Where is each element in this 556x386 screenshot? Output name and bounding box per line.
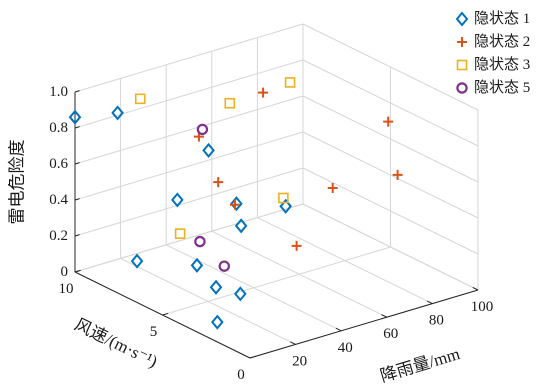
legend-marker-diamond	[455, 11, 469, 27]
side-wall-grid-line	[302, 203, 479, 291]
point-series-1-11	[234, 286, 247, 302]
z-tick	[74, 90, 80, 93]
floor-grid-line	[162, 246, 391, 316]
rain-tick	[381, 314, 388, 318]
legend-marker-square	[456, 59, 468, 71]
point-series-1-9	[190, 257, 204, 273]
z-tick-label: 1.0	[49, 84, 68, 100]
rain-tick-label: 80	[429, 313, 444, 329]
rain-tick	[472, 286, 479, 291]
legend-item-3: 隐状态 3	[456, 56, 530, 73]
rain-axis-line	[249, 289, 479, 359]
back-wall-grid-line	[74, 95, 304, 165]
point-series-2-4	[229, 199, 240, 210]
rain-tick-label: 100	[471, 299, 494, 315]
z-tick	[74, 270, 80, 273]
legend-label: 隐状态 1	[474, 10, 530, 27]
wind-axis-label: 风速/(m·s⁻¹)	[72, 315, 161, 371]
z-tick	[74, 234, 80, 237]
point-series-1-5	[230, 196, 243, 212]
point-series-3-1	[284, 77, 296, 88]
grid	[74, 23, 479, 359]
side-wall-grid-line	[302, 23, 479, 111]
rain-tick-label: 20	[292, 353, 307, 369]
rain-tick	[290, 341, 296, 345]
wind-tick	[162, 312, 169, 316]
side-wall-grid-line	[302, 131, 479, 219]
axes	[74, 90, 479, 359]
point-series-2-3	[213, 177, 224, 188]
rain-tick	[426, 300, 433, 305]
legend-item-1: 隐状态 1	[455, 10, 530, 27]
rain-tick-label: 60	[383, 326, 398, 342]
point-series-1-2	[111, 105, 124, 121]
legend-label: 隐状态 5	[474, 79, 530, 96]
rain-tick-label: 40	[338, 340, 353, 356]
data-points	[68, 77, 403, 330]
floor-grid-line	[165, 244, 342, 332]
z-tick-label: 0.6	[49, 156, 68, 172]
point-series-2-6	[392, 169, 403, 180]
z-tick	[74, 198, 80, 201]
z-axis-label: 雷电危险度	[8, 140, 27, 225]
wind-tick-label: 5	[150, 324, 158, 340]
floor-grid-line	[120, 257, 296, 345]
legend-label: 隐状态 3	[474, 56, 530, 73]
z-tick	[74, 126, 80, 129]
side-wall-grid-line	[302, 95, 479, 183]
legend-item-2: 隐状态 2	[457, 33, 530, 50]
legend-item-4: 隐状态 5	[456, 79, 530, 96]
legend-label: 隐状态 2	[474, 33, 530, 50]
side-wall-grid-line	[302, 59, 479, 147]
back-wall-grid-line	[74, 167, 304, 237]
point-series-1-1	[68, 109, 82, 125]
z-tick	[74, 162, 80, 165]
rain-axis-label: 降雨量/mm	[378, 344, 462, 386]
point-series-1-7	[279, 198, 292, 214]
point-series-1-4	[171, 192, 184, 208]
back-wall-grid-line	[74, 131, 304, 201]
legend: 隐状态 1 隐状态 2 隐状态 3 隐状态 5	[455, 10, 530, 96]
rain-tick	[335, 327, 342, 332]
point-series-4-1	[196, 123, 209, 136]
point-series-1-8	[130, 253, 144, 269]
point-series-4-3	[218, 260, 230, 272]
z-tick-label: 0.4	[49, 192, 68, 208]
wind-tick	[249, 355, 256, 359]
z-tick-label: 0.8	[49, 120, 68, 136]
floor-grid-line	[211, 230, 388, 318]
point-series-2-5	[383, 116, 394, 127]
back-wall-grid-line	[74, 59, 304, 129]
z-tick-label: 0	[61, 264, 69, 280]
point-series-1-6	[234, 218, 248, 234]
point-series-1-12	[211, 314, 224, 330]
point-series-2-7	[327, 183, 338, 194]
point-series-3-5	[174, 228, 186, 239]
wind-tick-label: 10	[59, 281, 74, 297]
z-tick-label: 0.2	[49, 228, 68, 244]
point-series-4-2	[194, 235, 206, 248]
legend-marker-circle	[456, 82, 468, 94]
point-series-1-3	[202, 142, 215, 158]
point-series-3-4	[278, 192, 289, 204]
floor-grid-line	[257, 217, 433, 305]
legend-marker-plus	[457, 37, 467, 47]
wind-tick-label: 0	[237, 367, 245, 383]
tick-labels: 0 0.2 0.4 0.6 0.8 1.0 0 5 10 20 40 60 80 100	[49, 84, 493, 383]
side-wall-grid-line	[302, 167, 479, 255]
back-wall-grid-line	[74, 203, 304, 273]
point-series-2-1	[258, 87, 269, 98]
point-series-1-10	[209, 279, 223, 295]
back-wall-grid-line	[74, 23, 304, 93]
point-series-3-3	[224, 97, 236, 109]
point-series-3-2	[134, 93, 146, 105]
point-series-2-8	[291, 240, 302, 251]
